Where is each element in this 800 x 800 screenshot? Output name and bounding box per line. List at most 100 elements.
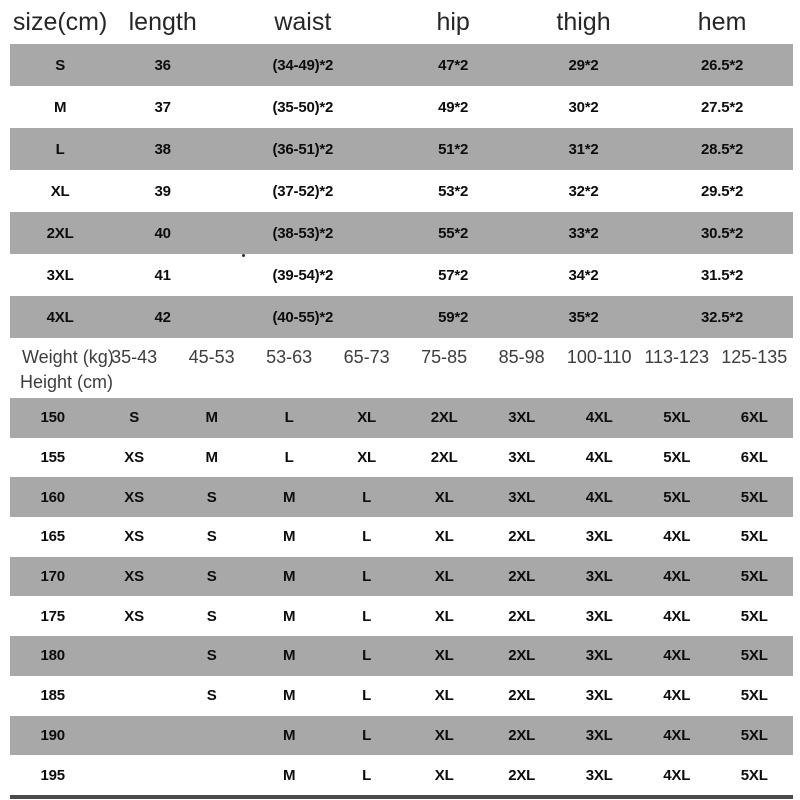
weight-range-header: 53-63	[266, 347, 313, 367]
size-row-4xl: 4XL 42 (40-55)*2 59*2 35*2 32.5*2	[10, 296, 793, 338]
size-cell: 5XL	[663, 488, 691, 506]
weight-range-header: 45-53	[188, 347, 235, 367]
size-cell: XL	[434, 766, 454, 784]
waist-value: (36-51)*2	[272, 140, 334, 158]
size-cell: L	[362, 766, 372, 784]
size-cell: XL	[434, 488, 454, 506]
size-cell: M	[282, 607, 296, 625]
size-label: M	[53, 98, 67, 116]
waist-value: (39-54)*2	[272, 266, 334, 284]
hem-value: 27.5*2	[701, 98, 744, 116]
size-cell: M	[282, 766, 296, 784]
size-cell: 4XL	[663, 528, 691, 546]
height-cell: 195	[40, 766, 65, 784]
size-cell: XL	[434, 568, 454, 586]
size-cell: 3XL	[508, 449, 536, 467]
height-cell: 185	[40, 687, 65, 705]
thigh-value: 33*2	[568, 224, 599, 242]
size-cell: M	[282, 647, 296, 665]
fit-row-185: 185 S M L XL 2XL 3XL 4XL 5XL	[10, 676, 793, 716]
hem-value: 30.5*2	[701, 224, 744, 242]
size-cell: 6XL	[740, 409, 768, 427]
size-cell: M	[205, 449, 218, 467]
fit-row-150: 150 S M L XL 2XL 3XL 4XL 5XL 6XL	[10, 398, 793, 438]
size-cell: L	[284, 449, 294, 467]
weight-range-header: 85-98	[498, 347, 545, 367]
waist-value: (34-49)*2	[272, 56, 334, 74]
height-cell: 170	[40, 568, 65, 586]
size-label: 2XL	[46, 224, 74, 242]
header-hem: hem	[697, 7, 747, 36]
height-cell: 160	[40, 488, 65, 506]
hem-value: 29.5*2	[701, 182, 744, 200]
size-cell: M	[205, 409, 218, 427]
waist-value: (40-55)*2	[272, 308, 334, 326]
size-cell: 3XL	[585, 568, 613, 586]
size-cell: M	[282, 726, 296, 744]
hip-value: 51*2	[438, 140, 469, 158]
thigh-value: 31*2	[568, 140, 599, 158]
size-row-2xl: 2XL 40 (38-53)*2 55*2 33*2 30.5*2	[10, 212, 793, 254]
hip-value: 55*2	[438, 224, 469, 242]
fit-row-160: 160 XS S M L XL 3XL 4XL 5XL 5XL	[10, 477, 793, 518]
size-cell: S	[206, 647, 217, 665]
size-label: 3XL	[46, 266, 74, 284]
hip-value: 47*2	[438, 56, 469, 74]
size-cell: 4XL	[663, 766, 691, 784]
size-cell: 2XL	[430, 409, 458, 427]
header-length: length	[128, 7, 197, 36]
size-cell: XL	[434, 607, 454, 625]
size-table-header-row: size(cm) length waist hip thigh hem	[10, 0, 793, 44]
size-cell: 4XL	[663, 568, 691, 586]
size-cell: XL	[434, 528, 454, 546]
size-cell: M	[282, 568, 296, 586]
size-cell: 2XL	[508, 766, 536, 784]
size-cell: XS	[124, 568, 144, 586]
height-cell: 180	[40, 647, 65, 665]
size-cell: XS	[124, 488, 144, 506]
size-row-xl: XL 39 (37-52)*2 53*2 32*2 29.5*2	[10, 170, 793, 212]
hip-value: 57*2	[438, 266, 469, 284]
hem-value: 28.5*2	[701, 140, 744, 158]
size-cell: S	[206, 488, 217, 506]
size-cell: XS	[124, 528, 144, 546]
size-cell: 2XL	[430, 449, 458, 467]
header-size-cm: size(cm)	[12, 7, 108, 36]
size-cell: XS	[124, 449, 144, 467]
hip-value: 59*2	[438, 308, 469, 326]
size-label: S	[55, 56, 66, 74]
size-label: XL	[50, 182, 70, 200]
size-cell: 3XL	[585, 726, 613, 744]
size-cell: L	[362, 726, 372, 744]
height-cell: 190	[40, 726, 65, 744]
size-cell: L	[362, 647, 372, 665]
size-cell: XL	[357, 409, 377, 427]
size-cell: L	[362, 528, 372, 546]
size-cell: 4XL	[663, 687, 691, 705]
size-cell: XS	[124, 607, 144, 625]
size-cell: 2XL	[508, 647, 536, 665]
stray-dot	[242, 254, 245, 257]
header-hip: hip	[436, 7, 470, 36]
size-row-m: M 37 (35-50)*2 49*2 30*2 27.5*2	[10, 86, 793, 128]
size-cell: 5XL	[740, 766, 768, 784]
size-cell: L	[284, 409, 294, 427]
size-cell: XL	[434, 687, 454, 705]
header-waist: waist	[274, 7, 332, 36]
size-label: L	[55, 140, 65, 158]
size-cell: S	[206, 607, 217, 625]
size-cell: M	[282, 488, 296, 506]
size-cell: XL	[434, 647, 454, 665]
hem-value: 31.5*2	[701, 266, 744, 284]
weight-range-header: 113-123	[644, 347, 710, 367]
fit-row-170: 170 XS S M L XL 2XL 3XL 4XL 5XL	[10, 556, 793, 597]
fit-row-190: 190 M L XL 2XL 3XL 4XL 5XL	[10, 715, 793, 756]
height-axis-label: Height (cm)	[20, 372, 114, 392]
size-cell: 5XL	[663, 449, 691, 467]
size-row-s: S 36 (34-49)*2 47*2 29*2 26.5*2	[10, 44, 793, 86]
size-cell: XL	[357, 449, 377, 467]
waist-value: (35-50)*2	[272, 98, 334, 116]
size-cell: 5XL	[663, 409, 691, 427]
size-cell: 4XL	[585, 449, 613, 467]
waist-value: (37-52)*2	[272, 182, 334, 200]
